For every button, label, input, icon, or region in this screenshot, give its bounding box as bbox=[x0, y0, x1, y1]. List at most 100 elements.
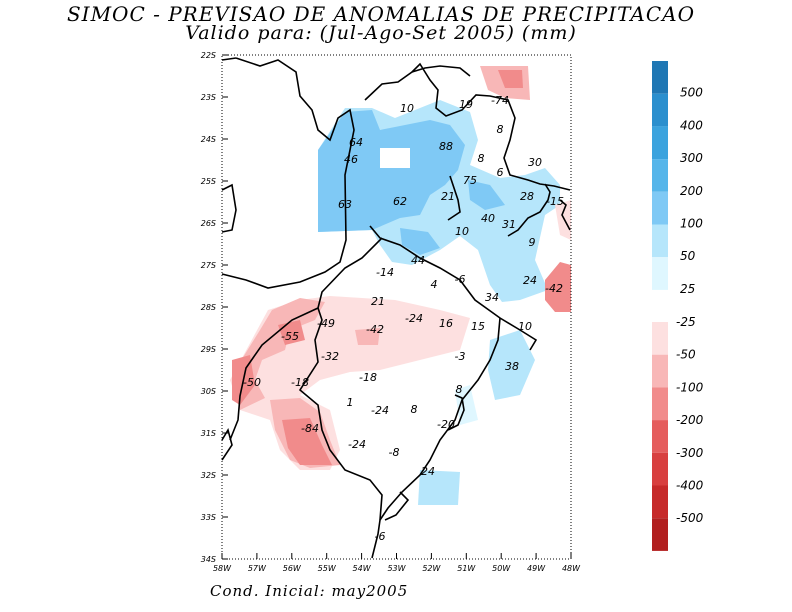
colorbar-positive-label: 200 bbox=[680, 184, 703, 198]
anomaly-value: 64 bbox=[349, 136, 363, 149]
anomaly-value: -84 bbox=[301, 422, 319, 435]
anomaly-value: 8 bbox=[456, 383, 463, 396]
lat-tick-label: 26S bbox=[201, 219, 216, 228]
anomaly-value: -15 bbox=[546, 195, 564, 208]
colorbar: 500 400 300 200 100 50 25 -25 -50 -100 -200 -300 -40… bbox=[652, 61, 704, 551]
colorbar-positive-swatch bbox=[652, 126, 668, 160]
lat-tick-label: 22S bbox=[201, 51, 216, 60]
colorbar-positive-label: 300 bbox=[680, 151, 703, 165]
anomaly-value: 24 bbox=[523, 274, 537, 287]
anomaly-value: 8 bbox=[497, 123, 504, 136]
anomaly-value: 63 bbox=[338, 198, 352, 211]
colorbar-negative-label: -100 bbox=[676, 380, 704, 394]
anomaly-value: 6 bbox=[497, 166, 504, 179]
lon-tick-label: 50W bbox=[492, 564, 511, 573]
initial-condition-label: Cond. Inicial: may2005 bbox=[210, 582, 409, 600]
lon-tick-label: 57W bbox=[248, 564, 267, 573]
colorbar-negative-label: -50 bbox=[676, 348, 696, 362]
colorbar-negative-swatch bbox=[652, 420, 668, 453]
anomaly-value: -3 bbox=[455, 350, 466, 363]
lat-tick-label: 23S bbox=[201, 93, 216, 102]
anomaly-value: 8 bbox=[478, 152, 485, 165]
anomaly-value: -18 bbox=[291, 376, 309, 389]
lat-tick-label: 28S bbox=[201, 303, 216, 312]
lat-tick-label: 32S bbox=[201, 471, 216, 480]
colorbar-positive-swatch bbox=[652, 159, 668, 192]
anomaly-value: -49 bbox=[317, 317, 335, 330]
anomaly-value: -50 bbox=[243, 376, 261, 389]
anomaly-value: 30 bbox=[528, 156, 542, 169]
map-title: SIMOC - PREVISAO DE ANOMALIAS DE PRECIPI… bbox=[66, 2, 696, 26]
anomaly-value: 31 bbox=[502, 218, 516, 231]
anomaly-value: -55 bbox=[281, 330, 299, 343]
anomaly-value: -14 bbox=[376, 266, 394, 279]
anomaly-value: -8 bbox=[389, 446, 400, 459]
colorbar-negative-label: -400 bbox=[676, 479, 704, 493]
anomaly-value: 1 bbox=[347, 396, 354, 409]
map-frame bbox=[221, 54, 572, 560]
anomaly-value: -6 bbox=[375, 530, 386, 543]
colorbar-negative-swatch bbox=[652, 387, 668, 421]
colorbar-negative-label: -300 bbox=[676, 446, 704, 460]
anomaly-value: -20 bbox=[437, 418, 455, 431]
anomaly-value: -6 bbox=[455, 273, 466, 286]
colorbar-positive-label: 400 bbox=[680, 118, 703, 132]
anomaly-value: 40 bbox=[481, 212, 495, 225]
colorbar-negative-label: -200 bbox=[676, 413, 704, 427]
anomaly-value: 15 bbox=[471, 320, 485, 333]
lat-tick-label: 27S bbox=[201, 261, 216, 270]
anomaly-value: 62 bbox=[393, 195, 407, 208]
anomaly-value: 21 bbox=[371, 295, 385, 308]
lat-tick-label: 30S bbox=[201, 387, 216, 396]
lon-tick-label: 49W bbox=[527, 564, 546, 573]
lat-tick-label: 25S bbox=[201, 177, 216, 186]
anomaly-value: -24 bbox=[348, 438, 366, 451]
lon-tick-label: 55W bbox=[318, 564, 337, 573]
lon-tick-label: 54W bbox=[353, 564, 372, 573]
colorbar-positive-label: 500 bbox=[680, 86, 703, 100]
anomaly-value: 9 bbox=[529, 236, 536, 249]
lon-tick-label: 48W bbox=[562, 564, 581, 573]
colorbar-negative-swatch bbox=[652, 452, 668, 486]
anomaly-value: 4 bbox=[431, 278, 438, 291]
anomaly-value: 10 bbox=[400, 102, 414, 115]
lon-tick-label: 56W bbox=[283, 564, 302, 573]
anomaly-value: -42 bbox=[366, 323, 384, 336]
colorbar-negative-swatch bbox=[652, 322, 668, 355]
colorbar-positive-label: 100 bbox=[680, 217, 703, 231]
lon-tick-label: 51W bbox=[457, 564, 476, 573]
colorbar-positive-swatch bbox=[652, 224, 668, 258]
colorbar-negative-label: -25 bbox=[676, 315, 696, 329]
anomaly-value: -24 bbox=[405, 312, 423, 325]
positive-anomaly-shading bbox=[318, 100, 560, 505]
lon-tick-label: 52W bbox=[422, 564, 441, 573]
colorbar-negative-swatch bbox=[652, 485, 668, 519]
map-subtitle: Valido para: (Jul-Ago-Set 2005) (mm) bbox=[185, 22, 577, 44]
anomaly-value: -18 bbox=[359, 371, 377, 384]
anomaly-value: 34 bbox=[485, 291, 499, 304]
colorbar-negative-label: -500 bbox=[676, 511, 704, 525]
lon-tick-label: 58W bbox=[213, 564, 232, 573]
anomaly-value: -74 bbox=[491, 94, 509, 107]
colorbar-positive-swatch bbox=[652, 93, 668, 127]
longitude-axis: 58W 57W 56W 55W 54W 53W 52W 51W 50W 49W 48W bbox=[213, 553, 581, 573]
lat-tick-label: 33S bbox=[201, 513, 216, 522]
political-borders bbox=[221, 57, 571, 559]
anomaly-value: 8 bbox=[411, 403, 418, 416]
colorbar-positive-label: 25 bbox=[680, 282, 695, 296]
colorbar-positive-swatch bbox=[652, 61, 668, 94]
anomaly-value: 16 bbox=[439, 317, 453, 330]
anomaly-value: -24 bbox=[371, 404, 389, 417]
anomaly-value: 10 bbox=[455, 225, 469, 238]
colorbar-positive-swatch bbox=[652, 257, 668, 290]
colorbar-negative-swatch bbox=[652, 518, 668, 551]
anomaly-value: 75 bbox=[463, 174, 477, 187]
colorbar-negative-swatch bbox=[652, 354, 668, 388]
lon-tick-label: 53W bbox=[387, 564, 406, 573]
anomaly-value: 24 bbox=[421, 465, 435, 478]
lat-tick-label: 34S bbox=[201, 555, 216, 564]
anomaly-value: 10 bbox=[518, 320, 532, 333]
lat-tick-label: 24S bbox=[201, 135, 216, 144]
